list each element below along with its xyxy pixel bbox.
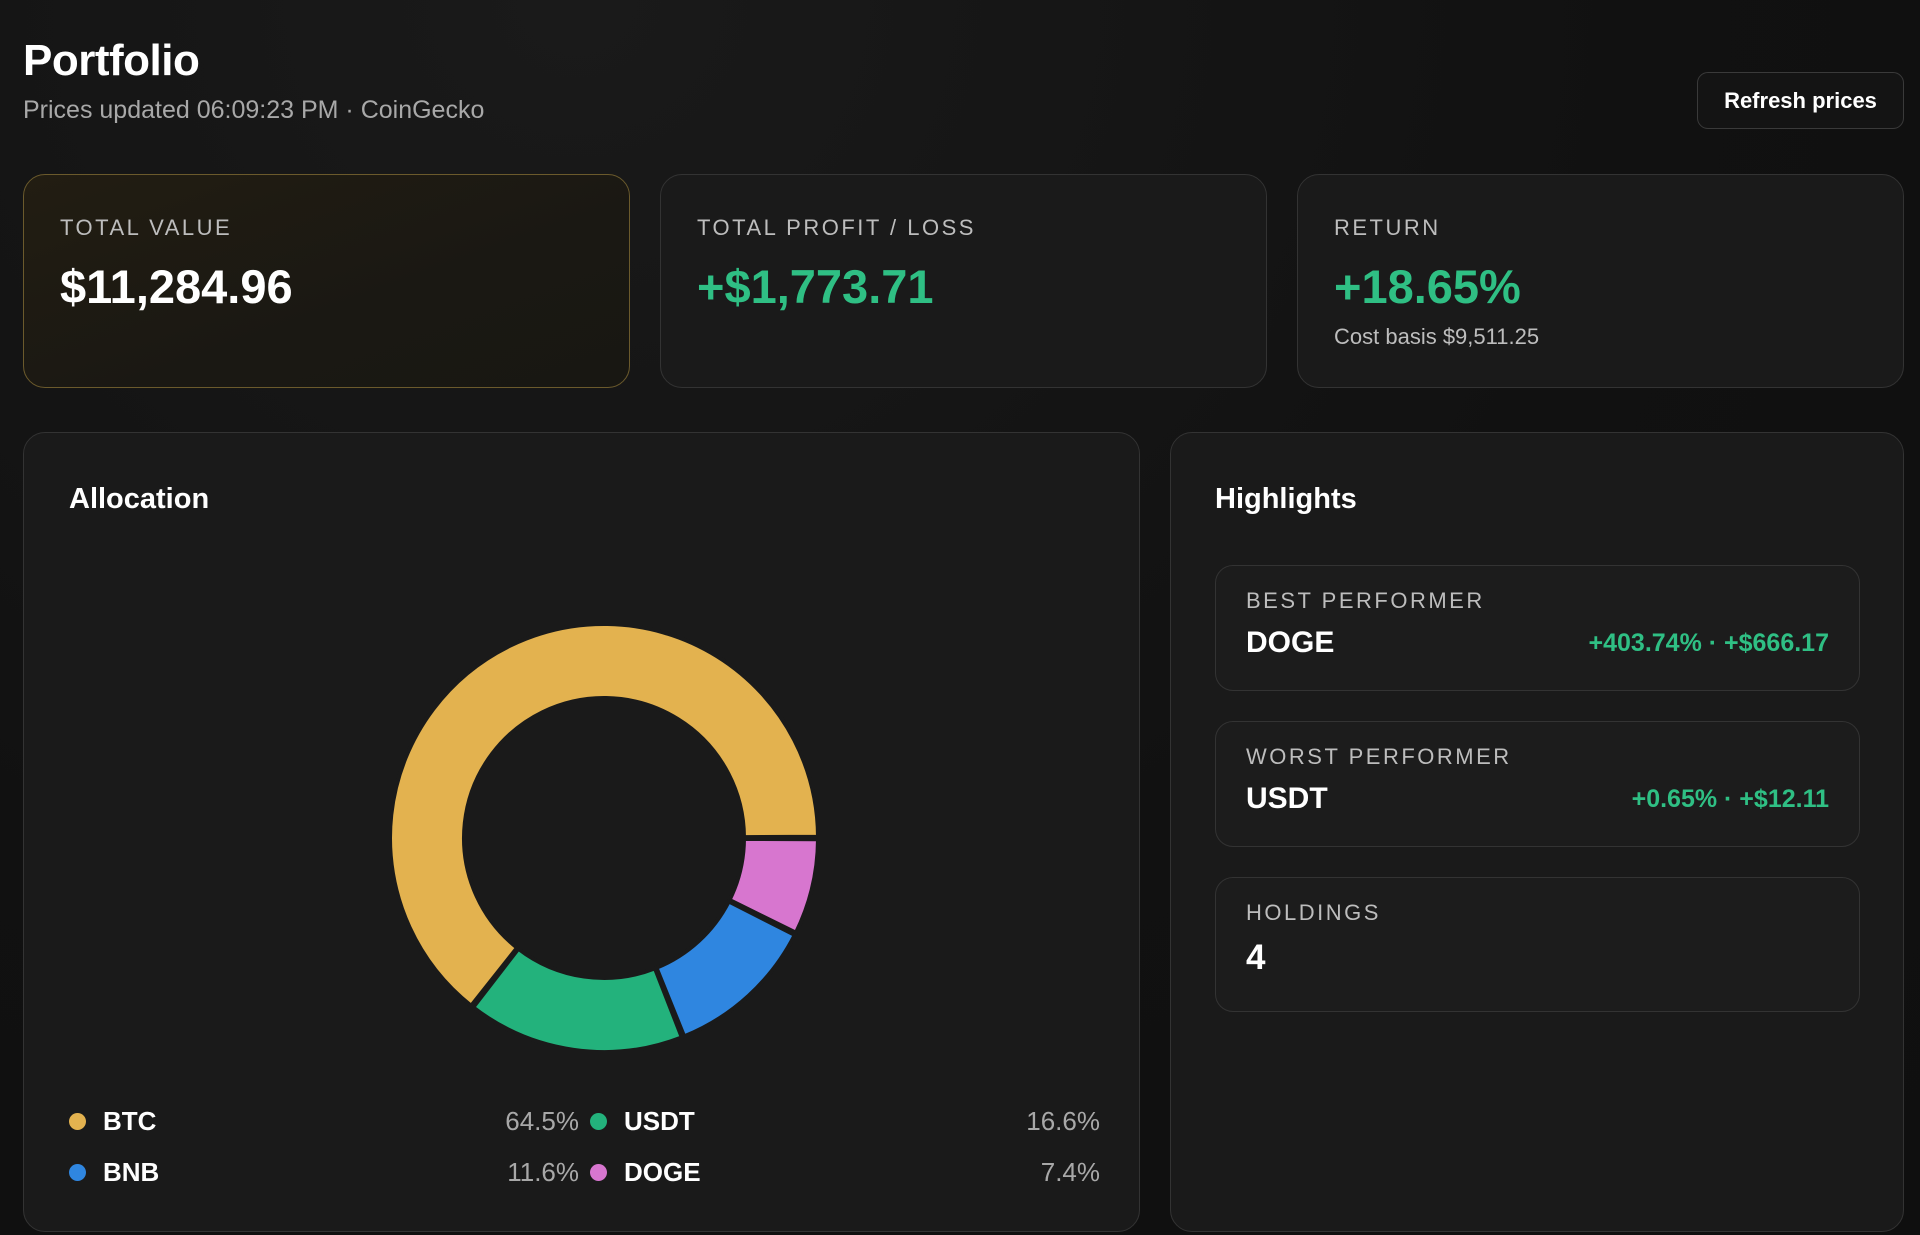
best-performer-delta: +403.74% · +$666.17: [1588, 628, 1829, 657]
page-title: Portfolio: [23, 36, 200, 85]
legend-pct-usdt: 16.6%: [1026, 1106, 1100, 1136]
total-value-card: TOTAL VALUE $11,284.96: [23, 174, 630, 388]
worst-performer-delta: +0.65% · +$12.11: [1631, 784, 1829, 813]
legend-dot-usdt: [590, 1112, 607, 1130]
holdings-label: HOLDINGS: [1246, 900, 1381, 925]
legend-pct-btc: 64.5%: [505, 1106, 579, 1136]
return-label: RETURN: [1334, 215, 1441, 240]
donut-slice-doge[interactable]: [726, 836, 821, 936]
allocation-panel: Allocation BTC 64.5% USDT 16.6% BNB 11.6…: [23, 432, 1140, 1232]
total-value-amount: $11,284.96: [60, 260, 293, 313]
worst-performer-label: WORST PERFORMER: [1246, 744, 1512, 769]
legend-pct-doge: 7.4%: [1040, 1157, 1100, 1187]
total-profit-loss-amount: +$1,773.71: [697, 260, 934, 313]
highlights-title: Highlights: [1215, 483, 1357, 515]
total-profit-loss-card: TOTAL PROFIT / LOSS +$1,773.71: [660, 174, 1267, 388]
legend-dot-btc: [69, 1112, 86, 1130]
legend-pct-bnb: 11.6%: [507, 1157, 579, 1187]
legend-item-doge: DOGE 7.4%: [590, 1154, 1100, 1190]
best-performer-card: BEST PERFORMER DOGE +403.74% · +$666.17: [1215, 565, 1860, 691]
best-performer-label: BEST PERFORMER: [1246, 588, 1485, 613]
donut-slice-bnb[interactable]: [653, 898, 798, 1040]
allocation-title: Allocation: [69, 483, 210, 515]
donut-svg: [388, 622, 821, 1054]
legend-dot-doge: [590, 1163, 607, 1181]
total-value-label: TOTAL VALUE: [60, 215, 233, 240]
cost-basis-text: Cost basis $9,511.25: [1334, 324, 1540, 349]
legend-item-usdt: USDT 16.6%: [590, 1103, 1100, 1139]
legend-item-bnb: BNB 11.6%: [69, 1154, 579, 1190]
return-percentage: +18.65%: [1334, 260, 1521, 313]
total-profit-loss-label: TOTAL PROFIT / LOSS: [697, 215, 976, 240]
worst-performer-coin: USDT: [1246, 782, 1328, 815]
legend-name-bnb: BNB: [103, 1156, 160, 1187]
allocation-donut-chart: [364, 598, 844, 1078]
worst-performer-card: WORST PERFORMER USDT +0.65% · +$12.11: [1215, 721, 1860, 847]
legend-item-btc: BTC 64.5%: [69, 1103, 579, 1139]
donut-slice-usdt[interactable]: [470, 945, 685, 1054]
prices-updated-text: Prices updated 06:09:23 PM · CoinGecko: [23, 96, 485, 124]
donut-slice-btc[interactable]: [388, 622, 821, 1009]
best-performer-coin: DOGE: [1246, 626, 1335, 659]
refresh-prices-button[interactable]: Refresh prices: [1697, 72, 1904, 129]
return-card: RETURN +18.65% Cost basis $9,511.25: [1297, 174, 1904, 388]
highlights-panel: Highlights BEST PERFORMER DOGE +403.74% …: [1170, 432, 1904, 1232]
holdings-count: 4: [1246, 938, 1266, 977]
legend-name-usdt: USDT: [624, 1105, 695, 1136]
legend-name-btc: BTC: [103, 1105, 157, 1136]
holdings-card: HOLDINGS 4: [1215, 877, 1860, 1012]
legend-name-doge: DOGE: [624, 1156, 701, 1187]
legend-dot-bnb: [69, 1163, 86, 1181]
